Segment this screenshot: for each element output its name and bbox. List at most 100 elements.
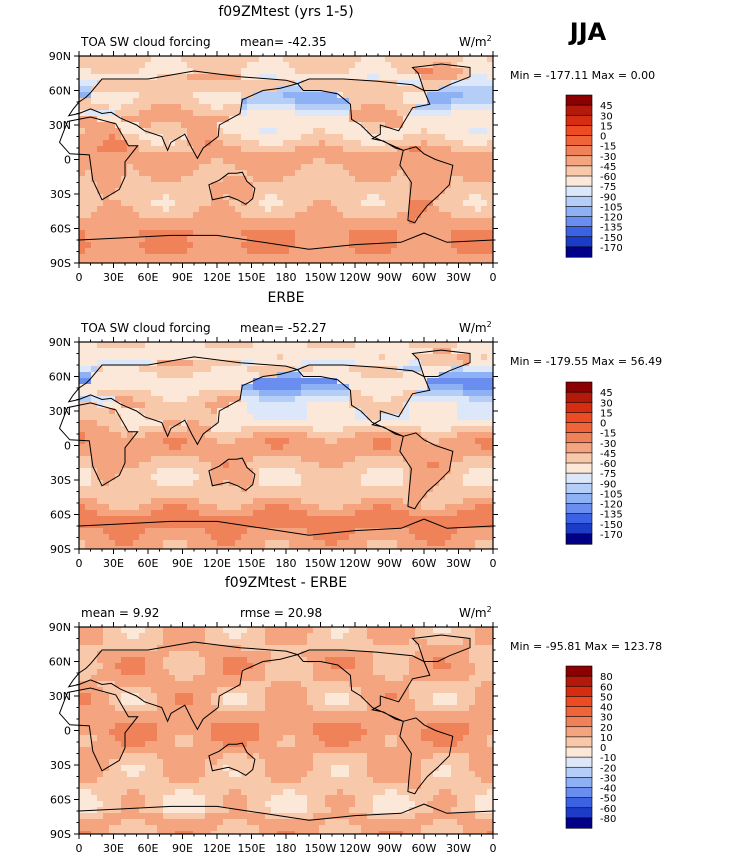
map-cell: [421, 468, 428, 475]
map-cell: [91, 420, 98, 427]
map-cell: [463, 260, 470, 264]
map-cell: [325, 164, 332, 171]
map-cell: [163, 182, 170, 189]
map-cell: [175, 122, 182, 129]
map-cell: [397, 188, 404, 195]
map-cell: [169, 372, 176, 379]
map-cell: [241, 212, 248, 219]
map-cell: [301, 86, 308, 93]
map-cell: [301, 164, 308, 171]
map-cell: [109, 426, 116, 433]
map-cell: [133, 402, 140, 409]
map-cell: [193, 224, 200, 231]
map-cell: [229, 540, 236, 547]
map-cell: [355, 420, 362, 427]
map-cell: [367, 110, 374, 117]
map-cell: [79, 146, 86, 153]
map-cell: [331, 98, 338, 105]
map-cell: [439, 354, 446, 361]
map-cell: [265, 438, 272, 445]
map-cell: [151, 540, 158, 547]
map-cell: [481, 372, 488, 379]
map-cell: [193, 384, 200, 391]
map-cell: [133, 450, 140, 457]
map-cell: [271, 152, 278, 159]
map-cell: [451, 438, 458, 445]
map-cell: [145, 378, 152, 385]
map-cell: [451, 146, 458, 153]
map-cell: [427, 146, 434, 153]
map-cell: [259, 402, 266, 409]
map-cell: [169, 206, 176, 213]
map-cell: [409, 164, 416, 171]
map-cell: [391, 348, 398, 355]
map-cell: [361, 260, 368, 264]
map-cell: [163, 354, 170, 361]
map-cell: [277, 254, 284, 261]
map-cell: [205, 56, 212, 63]
map-cell: [295, 480, 302, 487]
map-cell: [319, 116, 326, 123]
map-cell: [79, 426, 86, 433]
map-cell: [229, 98, 236, 105]
map-cell: [289, 170, 296, 177]
map-cell: [109, 456, 116, 463]
map-cell: [355, 122, 362, 129]
map-cell: [379, 242, 386, 249]
map-cell: [103, 378, 110, 385]
map-cell: [487, 182, 494, 189]
map-cell: [145, 164, 152, 171]
map-cell: [265, 200, 272, 207]
legend-swatch: [565, 125, 593, 137]
map-cell: [361, 254, 368, 261]
map-cell: [373, 242, 380, 249]
map-cell: [337, 420, 344, 427]
map-cell: [175, 414, 182, 421]
map-cell: [223, 56, 230, 63]
map-cell: [403, 110, 410, 117]
map-cell: [205, 176, 212, 183]
map-cell: [421, 182, 428, 189]
y-tick-label: 30N: [49, 119, 71, 132]
map-cell: [181, 480, 188, 487]
map-cell: [385, 540, 392, 547]
map-cell: [187, 248, 194, 255]
map-cell: [235, 504, 242, 511]
map-cell: [271, 456, 278, 463]
map-cell: [259, 540, 266, 547]
map-cell: [427, 522, 434, 529]
map-cell: [301, 242, 308, 249]
map-cell: [181, 74, 188, 81]
map-cell: [475, 212, 482, 219]
map-cell: [181, 474, 188, 481]
map-cell: [289, 540, 296, 547]
map-cell: [295, 534, 302, 541]
map-cell: [439, 468, 446, 475]
map-cell: [361, 158, 368, 165]
map-cell: [181, 540, 188, 547]
map-cell: [283, 438, 290, 445]
map-cell: [85, 342, 92, 349]
map-cell: [187, 152, 194, 159]
map-cell: [217, 396, 224, 403]
map-cell: [385, 254, 392, 261]
map-cell: [193, 122, 200, 129]
map-cell: [91, 128, 98, 135]
map-cell: [403, 372, 410, 379]
map-cell: [97, 384, 104, 391]
map-cell: [451, 522, 458, 529]
map-cell: [199, 134, 206, 141]
map-cell: [223, 420, 230, 427]
map-cell: [235, 396, 242, 403]
map-cell: [403, 408, 410, 415]
map-cell: [349, 420, 356, 427]
map-cell: [109, 62, 116, 69]
map-cell: [457, 474, 464, 481]
map-cell: [457, 438, 464, 445]
map-cell: [259, 74, 266, 81]
x-tick-label: 0: [490, 271, 497, 284]
map-cell: [415, 444, 422, 451]
x-tick-label: 30W: [446, 271, 471, 284]
map-cell: [133, 134, 140, 141]
map-cell: [175, 194, 182, 201]
